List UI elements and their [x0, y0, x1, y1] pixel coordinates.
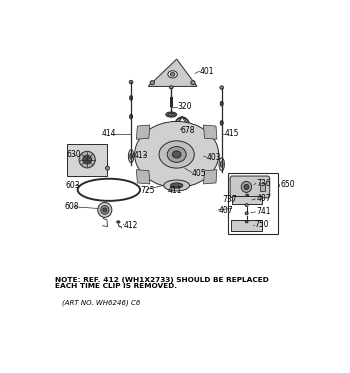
Text: EACH TIME CLIP IS REMOVED.: EACH TIME CLIP IS REMOVED. [55, 283, 177, 289]
Text: 320: 320 [177, 102, 192, 111]
Ellipse shape [130, 114, 133, 119]
Text: 736: 736 [257, 179, 271, 188]
Text: 412: 412 [124, 220, 138, 230]
Ellipse shape [83, 155, 91, 164]
Ellipse shape [169, 86, 173, 89]
Ellipse shape [191, 81, 195, 85]
Text: 678: 678 [181, 126, 195, 135]
Ellipse shape [103, 208, 107, 212]
Ellipse shape [164, 180, 190, 191]
Polygon shape [175, 116, 190, 128]
Ellipse shape [159, 141, 194, 168]
Bar [67, 144, 107, 176]
Ellipse shape [241, 182, 252, 192]
Bar [228, 173, 278, 234]
Text: 630: 630 [66, 150, 81, 159]
Text: 405: 405 [192, 169, 207, 178]
Text: 413: 413 [133, 151, 148, 160]
Text: NOTE: REF. 412 (WH1X2733) SHOULD BE REPLACED: NOTE: REF. 412 (WH1X2733) SHOULD BE REPL… [55, 277, 269, 283]
Text: 650: 650 [280, 179, 295, 189]
Polygon shape [136, 125, 150, 139]
FancyBboxPatch shape [230, 176, 270, 198]
Bar [260, 183, 265, 191]
Ellipse shape [166, 112, 177, 117]
Ellipse shape [219, 158, 224, 171]
Polygon shape [203, 170, 217, 184]
Ellipse shape [244, 184, 249, 189]
Text: 407: 407 [256, 194, 271, 204]
Ellipse shape [220, 120, 223, 125]
Ellipse shape [130, 95, 133, 100]
Text: 401: 401 [200, 67, 214, 76]
Polygon shape [203, 125, 217, 139]
Ellipse shape [168, 71, 177, 78]
Text: 407: 407 [219, 206, 233, 215]
Ellipse shape [170, 183, 183, 188]
Ellipse shape [246, 194, 248, 197]
Ellipse shape [245, 220, 248, 223]
Text: 411: 411 [167, 186, 182, 195]
Ellipse shape [79, 151, 95, 168]
Ellipse shape [106, 166, 110, 170]
Ellipse shape [220, 86, 223, 89]
Text: (ART NO. WH6246) C6: (ART NO. WH6246) C6 [62, 300, 140, 307]
Ellipse shape [169, 113, 174, 116]
Text: 403: 403 [207, 153, 222, 162]
Ellipse shape [150, 81, 154, 85]
Text: 750: 750 [255, 220, 270, 229]
Ellipse shape [128, 150, 134, 163]
Ellipse shape [172, 151, 181, 158]
Ellipse shape [170, 73, 175, 76]
Ellipse shape [220, 101, 223, 106]
Ellipse shape [167, 147, 186, 162]
Bar [231, 220, 262, 231]
Ellipse shape [101, 206, 109, 214]
Polygon shape [148, 59, 197, 87]
Text: 741: 741 [256, 207, 271, 216]
Ellipse shape [220, 162, 223, 167]
Ellipse shape [245, 212, 248, 215]
Text: 608: 608 [64, 202, 79, 211]
Text: 725: 725 [140, 186, 155, 195]
Ellipse shape [98, 203, 112, 217]
Ellipse shape [117, 221, 120, 223]
Polygon shape [136, 170, 150, 184]
Ellipse shape [130, 153, 132, 159]
Text: 603: 603 [65, 181, 80, 190]
Ellipse shape [130, 80, 133, 84]
Ellipse shape [245, 204, 248, 207]
Text: 414: 414 [102, 129, 117, 138]
Ellipse shape [135, 122, 219, 188]
Text: 737: 737 [223, 195, 237, 204]
Text: 415: 415 [225, 129, 239, 138]
Bar [232, 197, 261, 204]
